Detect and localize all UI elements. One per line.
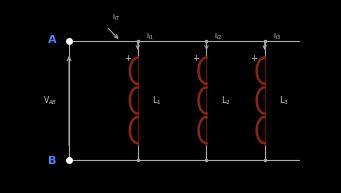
Text: I$_{I2}$: I$_{I2}$ bbox=[214, 31, 223, 42]
Text: I$_{I3}$: I$_{I3}$ bbox=[272, 31, 281, 42]
Text: +: + bbox=[192, 54, 199, 63]
Text: L$_1$: L$_1$ bbox=[152, 94, 162, 107]
Text: I$_{IT}$: I$_{IT}$ bbox=[112, 13, 120, 23]
Text: +: + bbox=[251, 54, 257, 63]
Text: V$_{AB}$: V$_{AB}$ bbox=[43, 94, 58, 107]
Text: L$_3$: L$_3$ bbox=[279, 94, 289, 107]
Text: +: + bbox=[124, 54, 131, 63]
Text: A: A bbox=[47, 35, 56, 45]
Text: B: B bbox=[48, 156, 56, 166]
Text: L$_2$: L$_2$ bbox=[221, 94, 231, 107]
Text: I$_{I1}$: I$_{I1}$ bbox=[146, 31, 154, 42]
